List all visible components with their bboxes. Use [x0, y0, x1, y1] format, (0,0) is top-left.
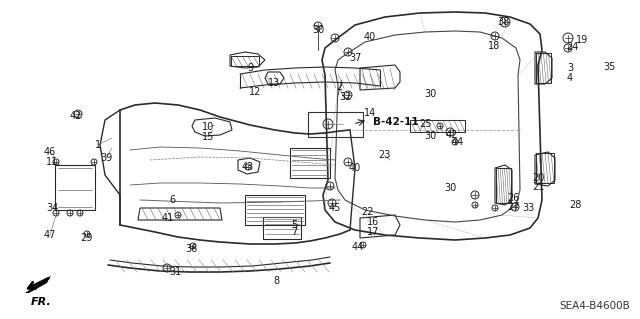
Text: 23: 23	[378, 150, 390, 160]
Text: B-42-11: B-42-11	[373, 117, 419, 127]
Text: 7: 7	[291, 227, 297, 237]
Polygon shape	[25, 275, 51, 293]
Text: 18: 18	[488, 41, 500, 51]
Text: 30: 30	[312, 25, 324, 35]
Text: 31: 31	[169, 267, 181, 277]
Text: 45: 45	[329, 203, 341, 213]
Text: 6: 6	[169, 195, 175, 205]
Text: 32: 32	[339, 92, 351, 102]
Text: 4: 4	[567, 73, 573, 83]
Text: 14: 14	[364, 108, 376, 118]
Text: 42: 42	[70, 111, 82, 121]
Text: 35: 35	[603, 62, 615, 72]
Text: 37: 37	[350, 53, 362, 63]
Text: 42: 42	[446, 130, 458, 140]
Text: 33: 33	[522, 203, 534, 213]
Text: 1: 1	[95, 140, 101, 150]
Bar	[496, 168, 511, 203]
Text: 20: 20	[532, 173, 544, 183]
Text: 30: 30	[424, 89, 436, 99]
Text: 12: 12	[249, 87, 261, 97]
Text: 41: 41	[162, 213, 174, 223]
Text: 30: 30	[444, 183, 456, 193]
Text: 28: 28	[569, 200, 581, 210]
Text: 44: 44	[452, 137, 464, 147]
Text: 26: 26	[507, 193, 519, 203]
Bar	[231, 56, 259, 66]
Text: 46: 46	[44, 147, 56, 157]
Text: 29: 29	[80, 233, 92, 243]
Text: 34: 34	[46, 203, 58, 213]
Text: 19: 19	[576, 35, 588, 45]
Text: 21: 21	[532, 182, 544, 192]
Text: SEA4-B4600B: SEA4-B4600B	[559, 301, 630, 311]
Text: 10: 10	[202, 122, 214, 132]
Text: 30: 30	[424, 131, 436, 141]
Text: 13: 13	[268, 78, 280, 88]
Bar	[536, 53, 551, 83]
Text: 44: 44	[352, 242, 364, 252]
Text: 43: 43	[242, 162, 254, 172]
Text: 47: 47	[44, 230, 56, 240]
Text: 36: 36	[185, 244, 197, 254]
Text: 15: 15	[202, 132, 214, 142]
Text: 40: 40	[364, 32, 376, 42]
Text: 38: 38	[497, 17, 509, 27]
Text: 40: 40	[349, 163, 361, 173]
Text: 16: 16	[367, 217, 379, 227]
Bar	[536, 153, 554, 183]
Text: 25: 25	[419, 119, 431, 129]
Text: 39: 39	[100, 153, 112, 163]
Text: 2: 2	[336, 82, 342, 92]
Text: 9: 9	[247, 63, 253, 73]
Text: 27: 27	[507, 202, 519, 212]
Text: 5: 5	[291, 220, 297, 230]
Text: 17: 17	[367, 227, 379, 237]
Text: FR.: FR.	[31, 297, 52, 307]
Text: 3: 3	[567, 63, 573, 73]
Text: 24: 24	[566, 42, 578, 52]
Text: 8: 8	[273, 276, 279, 286]
Bar	[410, 120, 465, 132]
Text: 11: 11	[46, 157, 58, 167]
Text: 22: 22	[361, 207, 373, 217]
